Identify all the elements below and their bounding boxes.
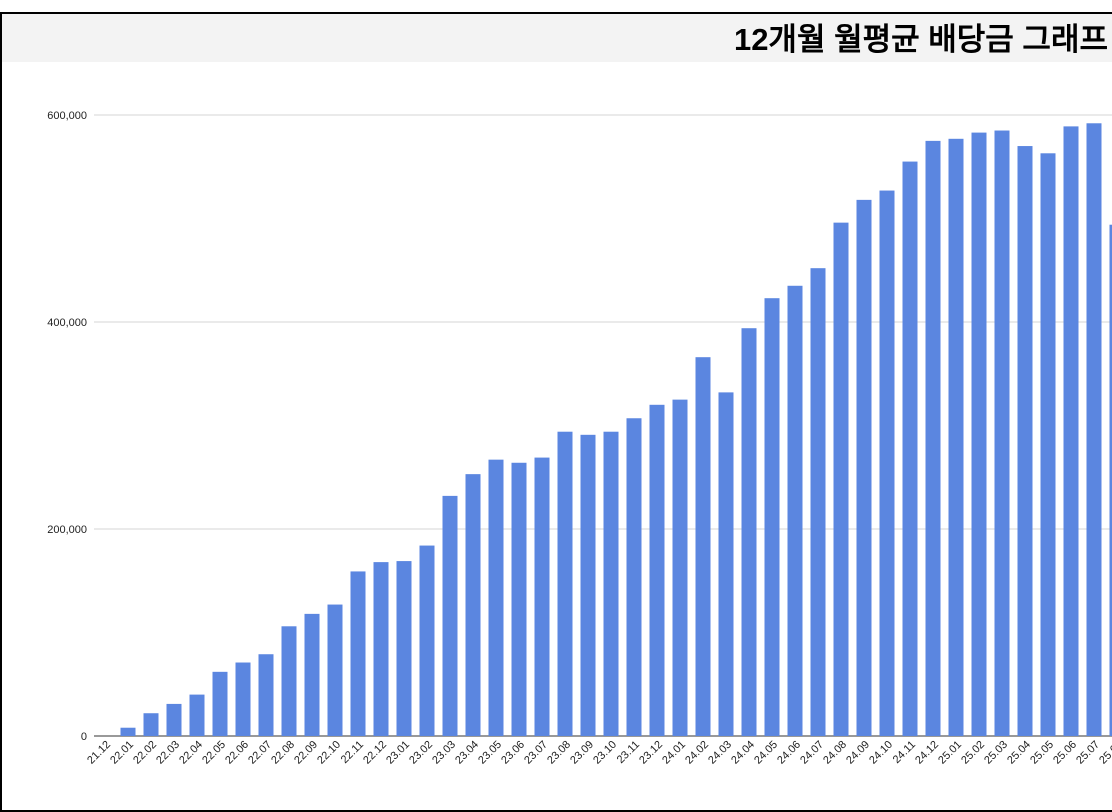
x-tick-label: 22.09 (292, 739, 320, 767)
bar (949, 139, 964, 736)
bar (834, 223, 849, 736)
x-tick-label: 22.11 (339, 739, 366, 766)
bar (489, 460, 504, 736)
x-tick-label: 22.10 (315, 739, 343, 767)
bar (466, 474, 481, 736)
x-tick-label: 22.02 (131, 739, 159, 767)
x-tick-label: 24.08 (821, 739, 849, 767)
x-tick-label: 23.01 (384, 739, 412, 767)
bar (144, 713, 159, 736)
bar (558, 432, 573, 736)
bar (512, 463, 527, 736)
x-tick-label: 25.07 (1074, 739, 1102, 767)
x-tick-label: 25.02 (959, 739, 987, 767)
x-tick-label: 24.02 (683, 739, 711, 767)
x-tick-label: 23.04 (453, 739, 481, 767)
x-tick-label: 24.04 (729, 739, 757, 767)
bar (167, 704, 182, 736)
bar (742, 328, 757, 736)
bar (1041, 153, 1056, 736)
x-tick-label: 24.07 (798, 739, 826, 767)
bar (351, 571, 366, 736)
bar (880, 191, 895, 736)
x-tick-label: 21.12 (85, 739, 113, 767)
bar (190, 695, 205, 736)
x-tick-label: 23.02 (407, 739, 435, 767)
x-tick-label: 23.08 (545, 739, 573, 767)
x-tick-label: 23.12 (637, 739, 665, 767)
x-tick-label: 22.04 (177, 739, 205, 767)
y-tick-label: 200,000 (47, 524, 87, 536)
x-tick-label: 23.05 (476, 739, 504, 767)
x-tick-label: 24.11 (891, 739, 918, 766)
x-tick-label: 22.03 (154, 739, 182, 767)
y-tick-label: 400,000 (47, 317, 87, 329)
bar (604, 432, 619, 736)
bar (1064, 126, 1079, 736)
bar (719, 392, 734, 736)
x-tick-label: 22.01 (108, 739, 136, 767)
x-tick-label: 25.06 (1051, 739, 1079, 767)
x-tick-label: 23.09 (568, 739, 596, 767)
bar (213, 672, 228, 736)
x-tick-label: 23.07 (522, 739, 550, 767)
x-tick-label: 25.04 (1005, 739, 1033, 767)
bar (328, 605, 343, 736)
x-tick-label: 25.03 (982, 739, 1010, 767)
bar (397, 561, 412, 736)
bar (857, 200, 872, 736)
bar (305, 614, 320, 736)
bar (236, 663, 251, 736)
x-tick-label: 25.01 (936, 739, 964, 767)
bar (282, 626, 297, 736)
bar (926, 141, 941, 736)
x-tick-label: 24.05 (752, 739, 780, 767)
x-tick-label: 23.06 (499, 739, 527, 767)
bar (581, 435, 596, 736)
bar (443, 496, 458, 736)
x-tick-label: 23.10 (591, 739, 619, 767)
x-tick-label: 24.10 (867, 739, 895, 767)
bar (673, 400, 688, 736)
x-tick-label: 22.06 (223, 739, 251, 767)
bar (374, 562, 389, 736)
y-tick-label: 600,000 (47, 110, 87, 122)
x-tick-label: 24.01 (660, 739, 688, 767)
x-tick-label: 25.08 (1097, 739, 1112, 767)
bar (1087, 123, 1102, 736)
bar (811, 268, 826, 736)
x-tick-label: 25.05 (1028, 739, 1056, 767)
x-tick-label: 23.03 (430, 739, 458, 767)
bar (627, 418, 642, 736)
bar (995, 131, 1010, 736)
x-tick-label: 24.06 (775, 739, 803, 767)
bar (535, 458, 550, 736)
bar (903, 162, 918, 736)
x-tick-label: 22.05 (200, 739, 228, 767)
bar (788, 286, 803, 736)
bar (696, 357, 711, 736)
bar (420, 546, 435, 736)
bar (259, 654, 274, 736)
y-tick-label: 0 (81, 731, 87, 743)
x-tick-label: 22.07 (246, 739, 274, 767)
x-tick-label: 22.08 (269, 739, 297, 767)
bar (650, 405, 665, 736)
bar (765, 298, 780, 736)
x-tick-label: 24.09 (844, 739, 872, 767)
bar (972, 133, 987, 736)
bar (1018, 146, 1033, 736)
bar (121, 728, 136, 736)
x-tick-label: 23.11 (615, 739, 642, 766)
x-tick-label: 24.03 (706, 739, 734, 767)
x-tick-label: 22.12 (361, 739, 389, 767)
x-tick-label: 24.12 (913, 739, 941, 767)
